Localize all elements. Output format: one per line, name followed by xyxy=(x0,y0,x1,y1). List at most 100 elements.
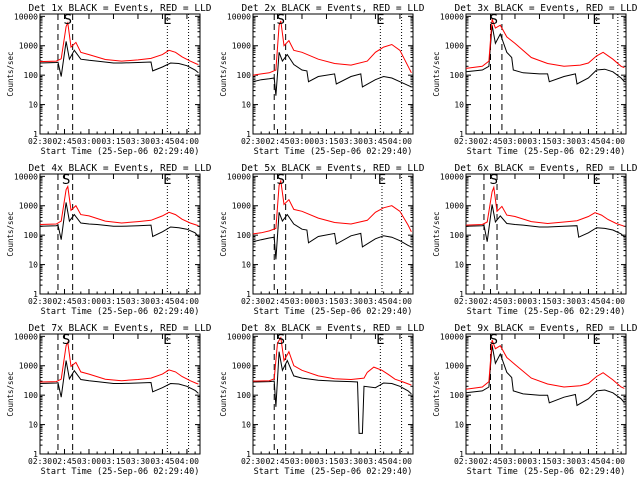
panel-title: Det 1x BLACK = Events, RED = LLD xyxy=(28,3,211,14)
marker-s: S xyxy=(277,333,285,348)
panel-title: Det 2x BLACK = Events, RED = LLD xyxy=(241,3,424,14)
y-tick-label: 10000 xyxy=(14,12,38,21)
x-tick-label: 02:30 xyxy=(241,137,265,146)
y-tick-label: 1000 xyxy=(232,42,251,51)
y-tick-label: 100 xyxy=(24,391,39,400)
y-tick-label: 1000 xyxy=(232,362,251,371)
y-tick-label: 10 xyxy=(454,101,464,110)
panel-det-9: Det 9x BLACK = Events, RED = LLD 1 10 100 10… xyxy=(432,323,638,477)
y-tick-label: 1000 xyxy=(445,202,464,211)
marker-e: E xyxy=(163,333,171,348)
marker-e: E xyxy=(376,333,384,348)
marker-s: S xyxy=(62,333,70,348)
panel-title: Det 4x BLACK = Events, RED = LLD xyxy=(28,163,211,174)
panel-det-2: Det 2x BLACK = Events, RED = LLD 1 10 100 10… xyxy=(219,3,425,157)
series-events-line xyxy=(465,204,625,242)
x-tick-label: 03:30 xyxy=(552,297,576,306)
x-tick-label: 02:45 xyxy=(52,137,76,146)
marker-e: E xyxy=(593,173,601,188)
x-axis-label: Start Time (25-Sep-06 02:29:40) xyxy=(254,467,413,477)
marker-e: E xyxy=(163,13,171,28)
series-lld-line xyxy=(39,21,199,65)
panel-title: Det 3x BLACK = Events, RED = LLD xyxy=(454,3,637,14)
x-tick-label: 02:30 xyxy=(28,137,52,146)
y-tick-label: 10000 xyxy=(440,172,464,181)
x-tick-label: 03:30 xyxy=(126,297,150,306)
panel-title: Det 7x BLACK = Events, RED = LLD xyxy=(28,323,211,334)
y-axis-label: Counts/sec xyxy=(432,371,441,416)
x-tick-label: 03:45 xyxy=(576,457,600,466)
x-tick-label: 03:45 xyxy=(150,297,174,306)
y-tick-label: 10000 xyxy=(440,12,464,21)
plot-frame xyxy=(39,13,201,135)
y-tick-label: 10000 xyxy=(227,12,251,21)
series-lld-line xyxy=(39,184,199,227)
x-axis-label: Start Time (25-Sep-06 02:29:40) xyxy=(41,307,200,317)
series-lld-line xyxy=(252,178,412,235)
panel-det-1: Det 1x BLACK = Events, RED = LLD 1 10 100 10… xyxy=(6,3,212,157)
x-tick-label: 03:00 xyxy=(77,137,101,146)
plot-frame xyxy=(39,333,201,455)
y-tick-label: 10 xyxy=(454,261,464,270)
y-tick-label: 1 xyxy=(246,290,251,299)
x-tick-label: 03:15 xyxy=(527,457,551,466)
x-tick-label: 03:00 xyxy=(503,297,527,306)
x-tick-label: 03:30 xyxy=(339,457,363,466)
series-events-line xyxy=(39,202,199,240)
y-tick-label: 1000 xyxy=(445,362,464,371)
series-events-line xyxy=(465,345,625,407)
panel-det-7: Det 7x BLACK = Events, RED = LLD 1 10 100 10… xyxy=(6,323,212,477)
x-tick-label: 04:00 xyxy=(388,137,412,146)
y-tick-label: 1 xyxy=(246,130,251,139)
x-tick-label: 02:30 xyxy=(454,457,478,466)
plot-frame xyxy=(39,173,201,295)
x-tick-label: 03:30 xyxy=(552,457,576,466)
y-axis-label: Counts/sec xyxy=(432,51,441,96)
x-tick-label: 03:00 xyxy=(290,457,314,466)
x-axis-label: Start Time (25-Sep-06 02:29:40) xyxy=(41,147,200,157)
plot-frame xyxy=(252,13,414,135)
series-lld-line xyxy=(465,339,625,390)
y-tick-label: 1 xyxy=(33,130,38,139)
x-tick-label: 02:45 xyxy=(52,297,76,306)
marker-s: S xyxy=(277,13,285,28)
panel-det-6: Det 6x BLACK = Events, RED = LLD 1 10 100 10… xyxy=(432,163,638,317)
marker-e: E xyxy=(593,333,601,348)
y-tick-label: 1 xyxy=(246,450,251,459)
series-lld-line xyxy=(252,20,412,76)
x-tick-label: 03:00 xyxy=(503,137,527,146)
x-tick-label: 03:00 xyxy=(290,297,314,306)
marker-e: E xyxy=(593,13,601,28)
series-events-line xyxy=(39,41,199,77)
marker-e: E xyxy=(378,173,386,188)
plot-frame xyxy=(252,333,414,455)
x-tick-label: 03:00 xyxy=(77,297,101,306)
y-tick-label: 100 xyxy=(237,71,252,80)
y-axis-label: Counts/sec xyxy=(6,211,15,256)
y-tick-label: 10 xyxy=(28,101,38,110)
x-tick-label: 03:00 xyxy=(290,137,314,146)
panel-title: Det 6x BLACK = Events, RED = LLD xyxy=(454,163,637,174)
y-tick-label: 1000 xyxy=(19,362,38,371)
x-tick-label: 03:45 xyxy=(363,457,387,466)
series-events-line xyxy=(39,360,199,398)
y-tick-label: 10000 xyxy=(14,172,38,181)
x-tick-label: 03:45 xyxy=(150,457,174,466)
x-tick-label: 02:45 xyxy=(478,137,502,146)
y-axis-label: Counts/sec xyxy=(6,371,15,416)
y-tick-label: 10 xyxy=(241,421,251,430)
series-events-line xyxy=(252,351,412,434)
series-lld-line xyxy=(465,185,625,227)
x-axis-label: Start Time (25-Sep-06 02:29:40) xyxy=(254,307,413,317)
x-tick-label: 03:15 xyxy=(101,297,125,306)
y-tick-label: 100 xyxy=(237,231,252,240)
x-tick-label: 02:30 xyxy=(241,457,265,466)
y-tick-label: 1000 xyxy=(19,42,38,51)
series-lld-line xyxy=(252,336,412,386)
y-tick-label: 100 xyxy=(24,71,39,80)
y-tick-label: 1 xyxy=(33,290,38,299)
marker-s: S xyxy=(62,173,70,188)
y-tick-label: 10000 xyxy=(227,172,251,181)
x-tick-label: 03:30 xyxy=(126,457,150,466)
